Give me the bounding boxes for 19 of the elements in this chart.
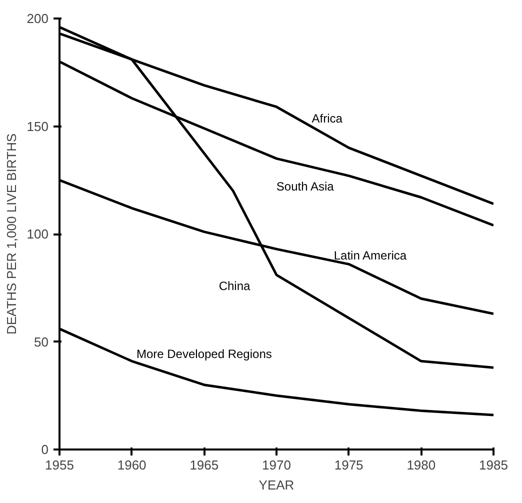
x-tick-label: 1985	[479, 458, 508, 472]
x-tick-label: 1970	[262, 458, 291, 472]
x-tick-label: 1980	[406, 458, 436, 472]
x-tick-label: 1965	[190, 458, 219, 472]
y-tick-label: 100	[26, 226, 49, 242]
x-axis-title: YEAR	[258, 478, 294, 492]
y-tick-label: 200	[26, 11, 49, 26]
x-tick-label: 1975	[334, 458, 364, 472]
text: China	[218, 278, 251, 293]
series-label: Latin America	[334, 248, 407, 263]
y-tick-label: 150	[26, 118, 49, 134]
series-label: South Asia	[276, 179, 334, 194]
series-label: Africa	[312, 112, 343, 126]
y-axis-title: DEATHS PER 1,000 LIVE BIRTHS	[4, 133, 19, 335]
x-tick-label: 1960	[117, 458, 146, 472]
x-tick-label: 1955	[45, 458, 74, 472]
series-label: More Developed Regions	[136, 346, 272, 361]
y-tick-label: 50	[34, 334, 49, 350]
y-tick-label: 0	[41, 442, 49, 457]
